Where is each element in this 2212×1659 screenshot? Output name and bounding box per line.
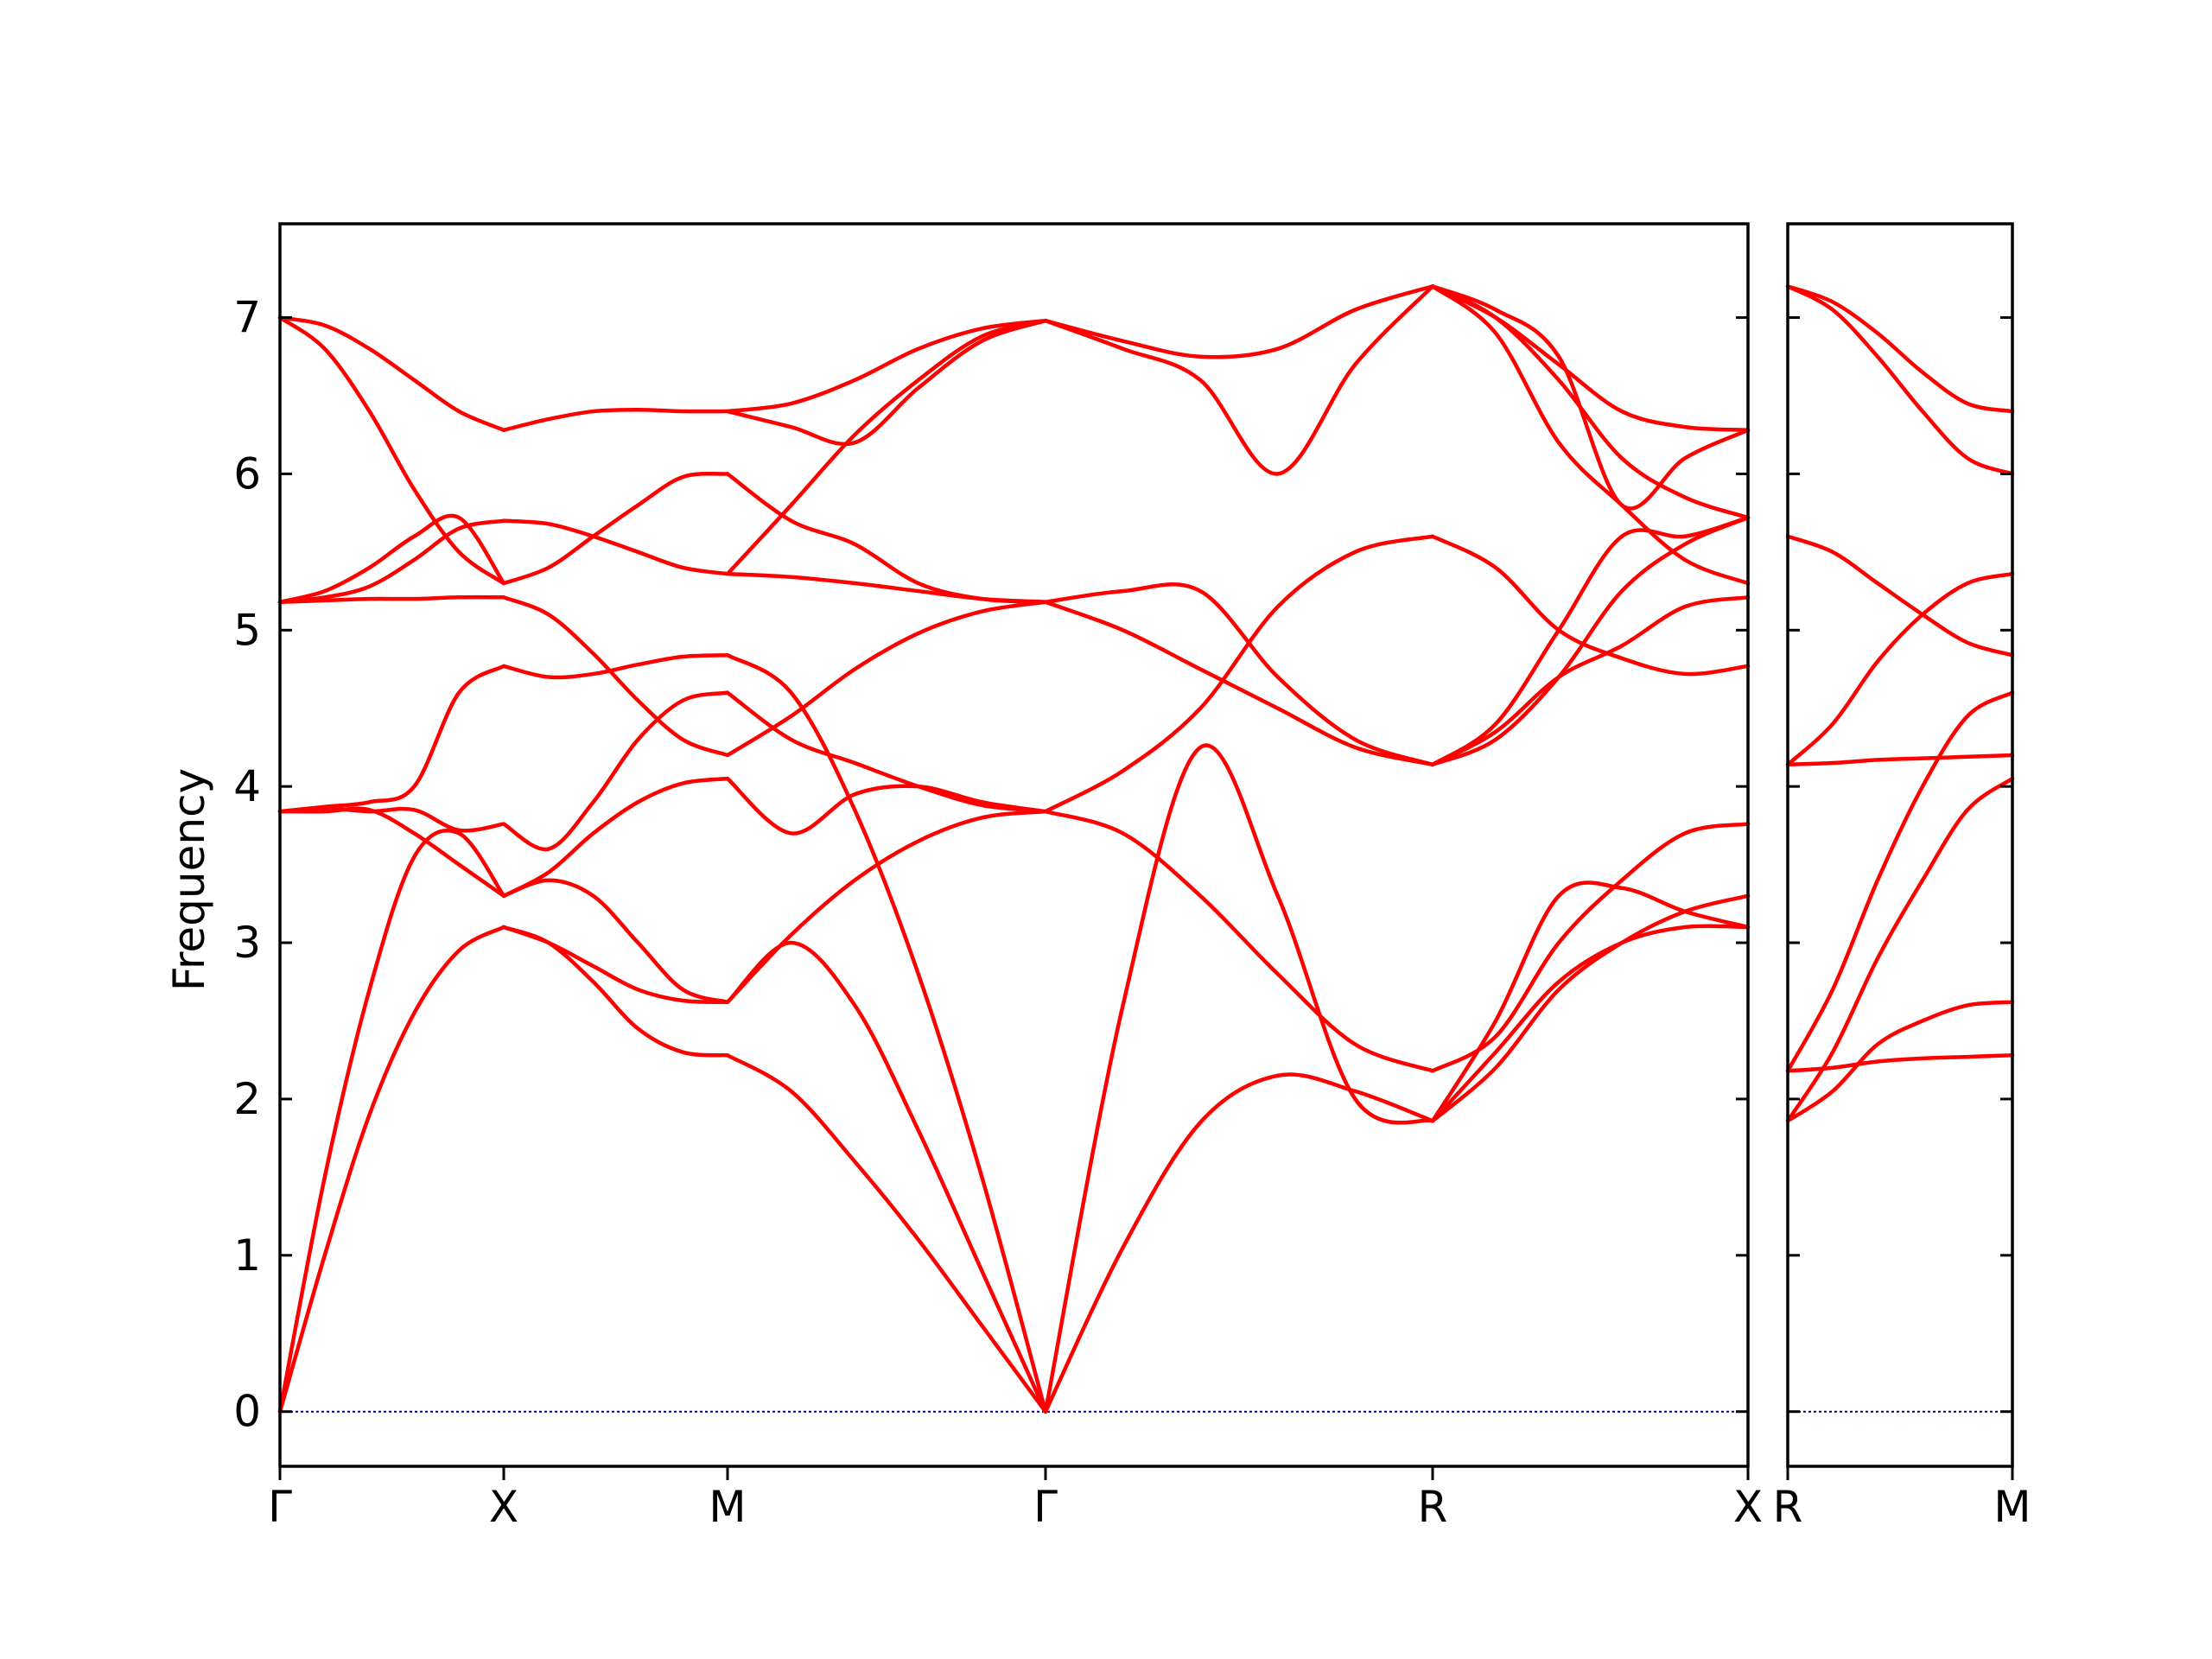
- x-tick-label: Γ: [1033, 1482, 1058, 1532]
- band-line: [725, 600, 1048, 758]
- band-line: [1430, 822, 1751, 1073]
- segment-Γ-R: [1043, 284, 1435, 1414]
- band-line: [1785, 1053, 2015, 1073]
- band-line: [277, 925, 506, 1414]
- x-tick-label: R: [1773, 1482, 1803, 1532]
- band-line: [1785, 1000, 2015, 1123]
- band-line: [1043, 582, 1435, 767]
- band-line: [501, 652, 730, 680]
- band-line: [1430, 515, 1751, 767]
- band-line: [1785, 776, 2015, 1123]
- band-line: [501, 925, 730, 1005]
- band-line: [725, 809, 1048, 1005]
- band-line: [501, 595, 730, 758]
- band-line: [277, 829, 506, 1414]
- plot-frame: [1786, 222, 2014, 1468]
- band-line: [1430, 284, 1751, 586]
- band-line: [501, 925, 730, 1058]
- x-tick-label: Γ: [268, 1482, 292, 1532]
- band-line: [277, 594, 506, 604]
- band-line: [277, 315, 506, 433]
- band-line: [277, 315, 506, 586]
- band-line: [1430, 284, 1751, 433]
- x-tick-label: X: [489, 1482, 518, 1532]
- band-line: [1043, 284, 1435, 476]
- band-line: [1430, 534, 1751, 677]
- band-line: [725, 940, 1048, 1414]
- band-line: [725, 571, 1048, 604]
- band-line: [1430, 595, 1751, 767]
- segment-Γ-X: [277, 315, 506, 1414]
- band-line: [1430, 924, 1751, 1123]
- y-tick-label: 0: [233, 1387, 261, 1437]
- band-line: [1043, 1072, 1435, 1414]
- band-line: [1785, 534, 2015, 658]
- band-line: [277, 664, 506, 814]
- plot-frame: [278, 222, 1750, 1468]
- y-tick-label: 2: [233, 1074, 261, 1124]
- segment-M-Γ: [725, 318, 1048, 1414]
- band-line: [501, 408, 730, 433]
- band-line: [725, 472, 1048, 604]
- segment-X-M: [501, 408, 730, 1058]
- segment-R-M: [1785, 284, 2015, 1123]
- x-tick-label: M: [1993, 1482, 2031, 1532]
- x-tick-label: R: [1418, 1482, 1448, 1532]
- y-axis-label-group: Frequency: [164, 768, 214, 991]
- x-tick-label: M: [709, 1482, 746, 1532]
- y-tick-label: 5: [233, 605, 261, 655]
- band-line: [1043, 809, 1435, 1073]
- band-line: [277, 513, 506, 604]
- band-line: [725, 318, 1048, 414]
- band-line: [1785, 284, 2015, 476]
- band-line: [1785, 690, 2015, 1073]
- band-line: [725, 1053, 1048, 1414]
- segment-R-X: [1430, 284, 1751, 1123]
- band-line: [725, 690, 1048, 814]
- band-line: [501, 690, 730, 852]
- band-line: [1785, 284, 2015, 414]
- plot-panel-1: 0 1 2 3 4 5 6 7 Γ X M Γ R X: [233, 222, 1763, 1532]
- band-line: [725, 318, 1048, 576]
- band-line: [277, 806, 506, 899]
- y-tick-label: 7: [233, 293, 261, 343]
- band-line: [1785, 571, 2015, 767]
- band-line: [1430, 893, 1751, 1123]
- band-line: [277, 518, 506, 604]
- band-line: [501, 471, 730, 586]
- band-line: [1043, 284, 1435, 359]
- band-line: [1430, 284, 1751, 511]
- y-axis-label: Frequency: [164, 768, 214, 991]
- band-line: [501, 518, 730, 576]
- y-tick-label: 3: [233, 918, 261, 968]
- band-line: [1430, 515, 1751, 767]
- band-line: [1430, 880, 1751, 1123]
- band-line: [1043, 743, 1435, 1414]
- y-tick-label: 4: [233, 761, 261, 811]
- band-line: [1785, 753, 2015, 767]
- band-line: [1043, 600, 1435, 767]
- band-line: [501, 878, 730, 1005]
- band-line: [1043, 534, 1435, 814]
- band-line: [725, 652, 1048, 1414]
- band-line: [1430, 284, 1751, 520]
- band-line: [725, 776, 1048, 836]
- x-tick-label: X: [1733, 1482, 1763, 1532]
- band-line: [501, 776, 730, 899]
- band-line: [725, 318, 1048, 447]
- y-tick-label: 1: [233, 1230, 261, 1281]
- y-tick-label: 6: [233, 448, 261, 499]
